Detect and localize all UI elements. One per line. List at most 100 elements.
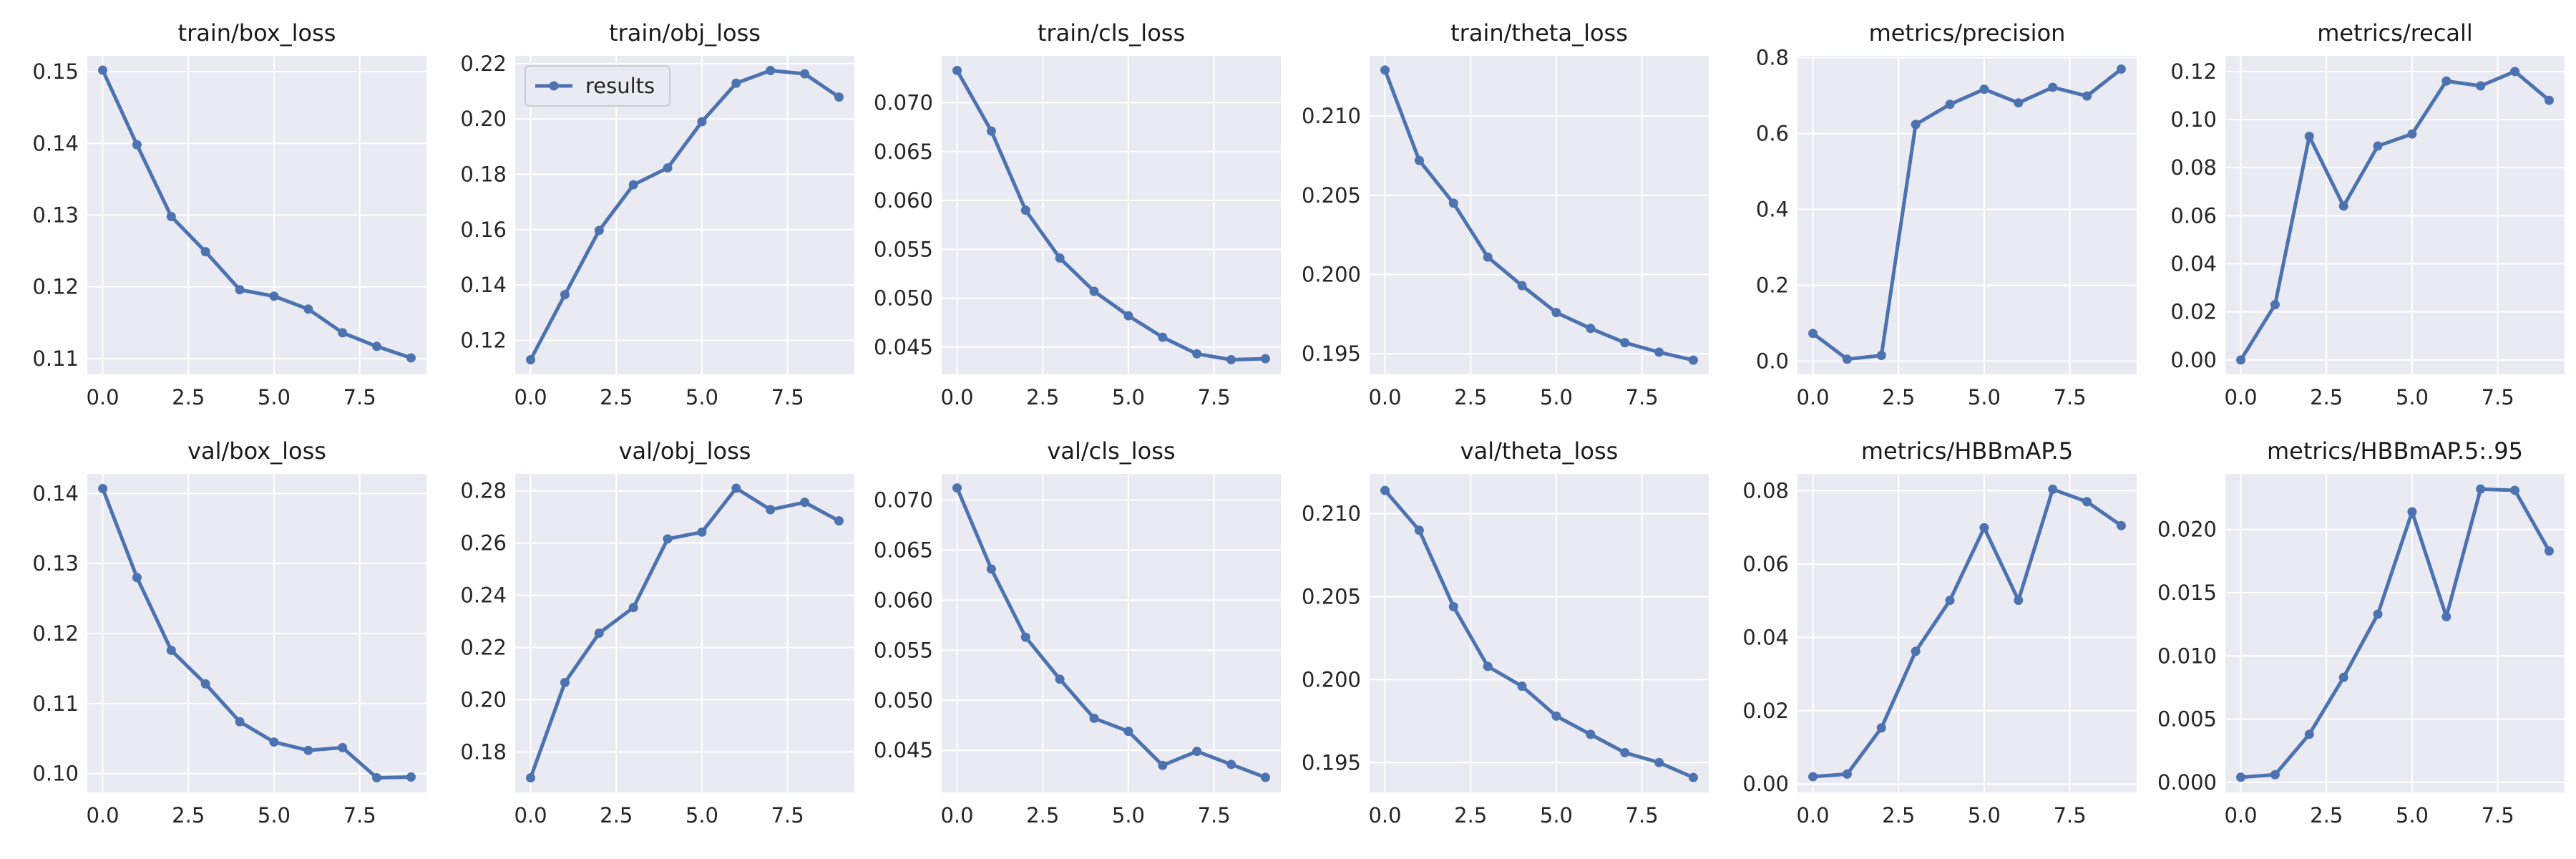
data-point [1876, 723, 1886, 733]
plot-area [515, 56, 854, 374]
y-tick-label: 0.14 [32, 131, 79, 155]
data-point [2544, 95, 2554, 105]
data-point [1089, 286, 1099, 296]
x-tick-label: 0.0 [86, 803, 119, 828]
subplot: 0.0 2.5 5.0 7.5 0.045 0.050 0.055 0.060 0.065 0.0… [874, 437, 1281, 828]
y-tick-label: 0.12 [460, 328, 507, 352]
data-point [235, 717, 245, 727]
plot-area [1797, 474, 2137, 792]
y-tick-label: 0.020 [2157, 518, 2217, 542]
y-tick-label: 0.065 [874, 140, 933, 164]
subplot: 0.0 2.5 5.0 7.5 0.0 0.2 0.4 0.6 0.8 metrics/preci… [1756, 19, 2137, 409]
x-tick-label: 0.0 [2224, 385, 2257, 409]
x-tick-label: 5.0 [1540, 803, 1573, 828]
y-tick-label: 0.11 [32, 691, 79, 716]
y-tick-label: 0.08 [2170, 155, 2217, 180]
data-point [1517, 281, 1527, 291]
x-tick-label: 5.0 [1540, 385, 1573, 409]
x-tick-label: 0.0 [86, 385, 119, 409]
data-point [1842, 354, 1852, 364]
data-point [1123, 727, 1133, 737]
data-point [1055, 253, 1065, 263]
data-point [2338, 201, 2348, 211]
subplot-title: metrics/HBBmAP.5:.95 [2267, 437, 2523, 465]
data-point [303, 745, 313, 755]
data-point [952, 65, 962, 75]
data-point [560, 677, 570, 687]
x-tick-label: 5.0 [1968, 385, 2001, 409]
x-tick-label: 7.5 [1626, 385, 1659, 409]
data-point [98, 484, 108, 494]
data-point [166, 212, 176, 222]
data-point [663, 534, 673, 544]
x-tick-label: 0.0 [1796, 803, 1829, 828]
y-tick-label: 0.200 [1302, 667, 1361, 691]
data-point [372, 341, 382, 351]
data-point [1260, 354, 1270, 364]
y-tick-label: 0.12 [32, 275, 79, 299]
y-tick-label: 0.13 [32, 203, 79, 228]
data-point [2236, 772, 2246, 782]
data-point [1123, 311, 1133, 321]
data-point [526, 773, 536, 783]
series-line [1811, 67, 2123, 361]
y-tick-label: 0.045 [874, 335, 933, 359]
data-point [1979, 523, 1989, 533]
data-point [1483, 661, 1493, 671]
data-point [2236, 355, 2246, 365]
x-tick-label: 7.5 [343, 803, 376, 828]
data-point [2407, 129, 2417, 139]
data-point [2476, 484, 2486, 494]
subplot-title: train/box_loss [178, 19, 336, 47]
data-point [2510, 485, 2520, 495]
subplot: 0.0 2.5 5.0 7.5 0.18 0.20 0.22 0.24 0.26 0.28 val/… [460, 437, 854, 828]
x-tick-label: 5.0 [1112, 803, 1145, 828]
data-point [2441, 612, 2451, 622]
data-point [1551, 711, 1561, 721]
data-point [1483, 252, 1493, 262]
y-tick-label: 0.0 [1756, 349, 1789, 373]
data-point [166, 645, 176, 655]
series-line [1383, 68, 1695, 362]
x-tick-label: 7.5 [771, 803, 804, 828]
data-point [1551, 308, 1561, 318]
data-point [1842, 769, 1852, 779]
y-tick-label: 0.04 [1742, 625, 1789, 649]
x-tick-label: 7.5 [1198, 803, 1231, 828]
data-point [2082, 497, 2092, 507]
y-tick-label: 0.10 [2170, 107, 2217, 132]
y-tick-label: 0.28 [460, 479, 507, 503]
series-line [2239, 69, 2551, 362]
series-line [529, 68, 841, 362]
data-point [2270, 770, 2280, 780]
data-point [766, 65, 776, 75]
series-line [101, 68, 413, 360]
x-tick-label: 5.0 [258, 385, 291, 409]
legend-box [525, 65, 670, 107]
x-tick-label: 5.0 [2396, 803, 2429, 828]
data-point [1808, 329, 1818, 339]
x-tick-label: 7.5 [1626, 803, 1659, 828]
data-point [1620, 747, 1630, 757]
y-tick-label: 0.18 [460, 162, 507, 186]
y-tick-label: 0.02 [1742, 699, 1789, 723]
data-point [1586, 729, 1596, 739]
y-tick-label: 0.210 [1302, 502, 1361, 526]
y-tick-label: 0.06 [1742, 552, 1789, 576]
x-tick-label: 7.5 [1198, 385, 1231, 409]
data-point [1055, 674, 1065, 684]
y-tick-label: 0.6 [1756, 122, 1789, 146]
plot-area [1370, 56, 1709, 374]
subplot-title: metrics/recall [2317, 19, 2473, 47]
y-tick-label: 0.02 [2170, 300, 2217, 324]
data-point [731, 78, 741, 88]
y-tick-label: 0.00 [2170, 348, 2217, 372]
data-point [834, 516, 844, 526]
data-point [2544, 546, 2554, 556]
y-tick-label: 0.14 [32, 481, 79, 505]
y-tick-label: 0.20 [460, 107, 507, 131]
y-tick-label: 0.210 [1302, 104, 1361, 128]
data-point [628, 603, 638, 613]
y-tick-label: 0.26 [460, 531, 507, 555]
data-point [1414, 525, 1424, 535]
